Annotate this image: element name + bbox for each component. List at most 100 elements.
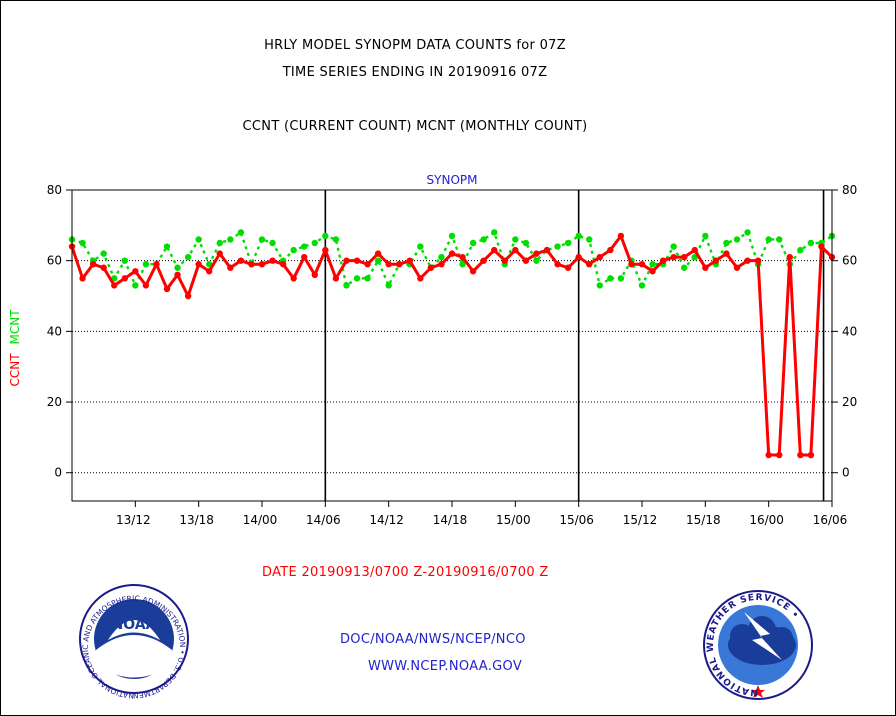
axis-layer: 0 0 20 20 40 40 60 60 80 80 13/12 13/18 14/00 14/06 14…: [47, 183, 858, 527]
point-ccnt: [279, 261, 287, 268]
point-ccnt: [216, 250, 223, 257]
nws-logo: NATIONAL WEATHER SERVICE •: [703, 590, 813, 700]
point-mcnt: [237, 229, 245, 236]
point-ccnt: [385, 261, 392, 268]
point-ccnt: [184, 292, 192, 300]
point-mcnt: [744, 229, 751, 236]
point-mcnt: [121, 257, 128, 264]
point-ccnt: [100, 264, 107, 271]
point-ccnt: [301, 253, 308, 261]
point-ccnt: [754, 257, 762, 264]
point-mcnt: [533, 257, 540, 264]
point-mcnt: [448, 232, 456, 240]
point-mcnt: [607, 275, 614, 282]
xtick-label: 13/18: [179, 513, 214, 527]
point-ccnt: [670, 253, 677, 261]
point-ccnt: [522, 257, 530, 264]
point-ccnt: [501, 257, 508, 264]
point-mcnt: [733, 236, 741, 243]
point-mcnt: [374, 257, 382, 264]
point-ccnt: [459, 253, 466, 261]
point-mcnt: [564, 239, 572, 247]
ytick-label-right: 80: [842, 183, 857, 197]
ytick-label-right: 40: [842, 324, 857, 338]
chart-subtitle: TIME SERIES ENDING IN 20190916 07Z: [282, 65, 548, 80]
point-mcnt: [512, 236, 519, 243]
point-mcnt: [776, 236, 783, 243]
point-mcnt: [617, 275, 625, 282]
point-ccnt: [776, 451, 783, 459]
point-mcnt: [311, 239, 318, 247]
point-ccnt: [322, 246, 329, 254]
point-ccnt: [290, 275, 297, 282]
point-mcnt: [195, 236, 202, 243]
xtick-label: 13/12: [116, 513, 151, 527]
point-ccnt: [469, 268, 477, 275]
point-mcnt: [227, 236, 234, 243]
plot-title-synopm: SYNOPM: [427, 173, 478, 187]
xtick-label: 14/00: [243, 513, 278, 527]
point-ccnt: [174, 271, 181, 279]
point-mcnt: [681, 264, 688, 271]
point-mcnt: [459, 261, 466, 268]
grid-layer: [72, 190, 832, 501]
xtick-label: 14/06: [306, 513, 341, 527]
ytick-label-right: 20: [842, 395, 857, 409]
point-ccnt: [353, 257, 361, 264]
ylabel-ccnt: CCNT: [8, 353, 22, 387]
xtick-label: 15/12: [623, 513, 658, 527]
point-ccnt: [628, 261, 635, 268]
point-ccnt: [195, 261, 202, 268]
legend-description: CCNT (CURRENT COUNT) MCNT (MONTHLY COUNT…: [242, 119, 588, 134]
point-ccnt: [417, 275, 424, 282]
series-layer: [68, 229, 836, 459]
point-ccnt: [438, 261, 445, 268]
point-ccnt: [448, 250, 456, 257]
point-mcnt: [469, 239, 477, 247]
xtick-label: 16/00: [749, 513, 784, 527]
point-mcnt: [723, 239, 730, 247]
point-ccnt: [564, 264, 572, 271]
point-ccnt: [786, 253, 793, 261]
point-ccnt: [206, 268, 213, 275]
ytick-label-right: 60: [842, 254, 857, 268]
point-mcnt: [596, 282, 603, 289]
xtick-label: 16/06: [813, 513, 848, 527]
point-ccnt: [153, 261, 160, 268]
credit-org: DOC/NOAA/NWS/NCEP/NCO: [340, 632, 526, 647]
ytick-label-right: 0: [842, 466, 850, 480]
point-mcnt: [575, 232, 582, 240]
point-ccnt: [797, 451, 804, 459]
point-ccnt: [269, 257, 276, 264]
point-ccnt: [396, 261, 403, 268]
point-ccnt: [543, 246, 551, 254]
point-mcnt: [438, 253, 445, 261]
point-mcnt: [269, 239, 276, 247]
point-ccnt: [638, 261, 646, 268]
point-mcnt: [322, 232, 329, 240]
point-ccnt: [702, 264, 709, 271]
ytick-label-left: 40: [47, 324, 62, 338]
point-ccnt: [807, 451, 815, 459]
point-ccnt: [163, 285, 171, 293]
noaa-logo: NOAA NATIONAL OCEANIC AND ATMOSPHERIC AD…: [0, 0, 189, 700]
point-ccnt: [142, 282, 150, 289]
point-ccnt: [406, 257, 413, 264]
point-mcnt: [554, 243, 561, 250]
ytick-label-left: 80: [47, 183, 62, 197]
xtick-label: 15/18: [686, 513, 721, 527]
point-mcnt: [491, 229, 498, 236]
point-ccnt: [237, 257, 245, 264]
xtick-label: 14/18: [433, 513, 468, 527]
point-ccnt: [258, 261, 266, 268]
point-mcnt: [670, 243, 677, 250]
point-mcnt: [353, 275, 361, 282]
date-range-label: DATE 20190913/0700 Z-20190916/0700 Z: [262, 565, 549, 580]
point-ccnt: [617, 232, 625, 240]
point-mcnt: [174, 264, 181, 271]
point-mcnt: [142, 261, 150, 268]
point-mcnt: [765, 236, 772, 243]
point-ccnt: [248, 261, 255, 268]
point-ccnt: [659, 257, 667, 264]
